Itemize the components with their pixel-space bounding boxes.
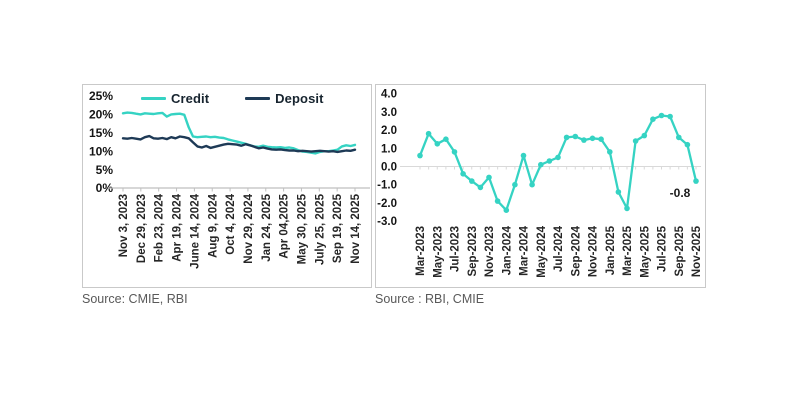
data-point-marker [650,116,656,122]
x-axis-tick-label: Oct 4, 2024 [225,193,237,254]
credit-deposit-growth-panel: Credit Deposit 25% 20% 15% 10% 5% 0% Nov 3, 20… [82,84,372,288]
data-point-marker [658,112,665,119]
data-point-marker [425,130,432,137]
y-axis-tick-label: 20% [89,108,113,122]
credit-growth-line [121,111,357,155]
data-point-marker [572,133,579,140]
x-axis-tick-label: Jul-2025 [657,225,669,272]
data-point-marker [598,136,604,142]
source-note-right: Source : RBI, CMIE [375,292,485,306]
x-axis-tick-label: Aug 9, 2024 [207,193,219,258]
data-point-marker [684,141,691,148]
y-axis-tick-label: 0.0 [381,162,397,174]
x-axis-tick-label: May 30, 2025 [296,193,308,264]
data-point-marker [443,136,449,142]
data-point-marker [494,198,501,204]
x-axis-tick-label: Jan-2025 [605,225,617,275]
data-point-marker [615,189,622,195]
y-axis-tick-label: -1.0 [377,180,397,192]
x-axis-tick-label: Sep-2025 [674,225,686,276]
data-point-marker [581,137,587,143]
y-axis-tick-label: 25% [89,89,113,103]
x-axis-tick-label: Sep-2023 [467,226,479,277]
y-axis-tick-label: 3.0 [381,107,397,119]
data-point-marker [469,178,475,184]
data-point-marker [624,205,630,212]
monthly-gap-line-chart: 4.0 3.0 2.0 1.0 0.0 -1.0 -2.0 -3.0 -0.8 Mar-2023 M… [377,89,703,278]
x-axis-tick-label: Jan 24, 2025 [261,193,273,261]
data-point-marker [667,113,673,120]
x-axis-tick-label: Sep-2024 [570,225,582,276]
data-point-marker [503,207,510,213]
data-point-marker [632,138,639,144]
legend-label-deposit: Deposit [275,91,324,106]
data-point-marker [589,135,596,142]
chart-legend: Credit Deposit [141,91,324,106]
y-axis-tick-label: -3.0 [377,216,397,228]
x-axis-tick-label: Nov-2024 [588,225,600,277]
x-axis-tick-label: Jul-2023 [450,226,462,272]
legend-item-deposit: Deposit [245,91,323,106]
endpoint-value-label: -0.8 [670,186,691,200]
x-axis-tick-label: Apr 19, 2024 [172,193,184,261]
credit-deposit-line-chart: 25% 20% 15% 10% 5% 0% Nov 3, 2023 Dec 29, 2023 F… [89,89,370,269]
data-point-marker [641,132,648,139]
data-point-marker [486,174,492,181]
data-point-marker [546,158,553,164]
x-axis-tick-label: Mar-2024 [519,225,531,275]
data-point-marker [451,149,458,155]
data-point-marker [460,171,466,177]
x-axis-tick-label: Jan-2024 [501,225,513,275]
deposit-line-swatch [245,96,271,101]
data-point-marker [555,154,561,161]
deposit-growth-line [121,134,357,154]
y-axis-tick-label: 10% [89,144,113,158]
x-axis-tick-label: May-2023 [432,226,444,278]
x-axis-tick-label: Mar-2025 [622,225,634,275]
x-axis-tick-label: June 14, 2024 [189,193,201,268]
y-axis-tick-label: 2.0 [381,125,397,137]
x-axis-tick-label: Sep 19, 2025 [332,193,344,263]
data-point-marker [477,184,484,191]
source-note-left: Source: CMIE, RBI [82,292,188,306]
x-axis-tick-label: Nov-2025 [691,225,703,277]
data-point-marker [676,134,682,141]
data-point-marker [538,161,544,168]
y-axis-tick-label: 5% [96,163,114,177]
data-point-marker [512,181,518,188]
y-axis-tick-label: -2.0 [377,198,397,210]
x-axis-tick-label: May-2024 [536,225,548,277]
x-axis-tick-label: Feb 23, 2024 [154,193,166,262]
data-point-marker [529,181,535,188]
indicator-line [418,114,698,212]
y-axis-tick-label: 1.0 [381,143,397,155]
y-axis-tick-label: 0% [96,181,114,195]
x-axis-tick-label: Dec 29, 2023 [136,194,148,263]
data-point-marker [434,141,441,147]
x-axis-tick-label: May-2025 [639,225,651,277]
y-axis-tick-label: 15% [89,126,113,140]
x-axis-tick-label: Nov-2023 [484,226,496,277]
legend-item-credit: Credit [141,91,209,106]
x-axis-tick-label: Nov 3, 2023 [118,194,130,257]
x-axis-tick-label: Jul-2024 [553,225,565,272]
data-point-marker [520,152,527,159]
x-axis-tick-label: July 25, 2025 [314,193,326,265]
data-point-marker [417,152,423,159]
data-point-marker [563,134,570,141]
x-axis-tick-label: Apr 04,2025 [279,193,291,258]
x-axis-tick-label: Nov 14, 2025 [350,193,362,263]
data-point-marker [693,178,699,184]
data-point-marker [607,149,613,155]
x-axis-tick-label: Nov 29, 2024 [243,193,255,263]
credit-line-swatch [141,96,166,101]
y-axis-tick-label: 4.0 [381,89,397,101]
legend-label-credit: Credit [171,91,210,106]
gap-indicator-panel: 4.0 3.0 2.0 1.0 0.0 -1.0 -2.0 -3.0 -0.8 Mar-2023 M… [375,84,706,288]
x-axis-tick-label: Mar-2023 [415,226,427,276]
